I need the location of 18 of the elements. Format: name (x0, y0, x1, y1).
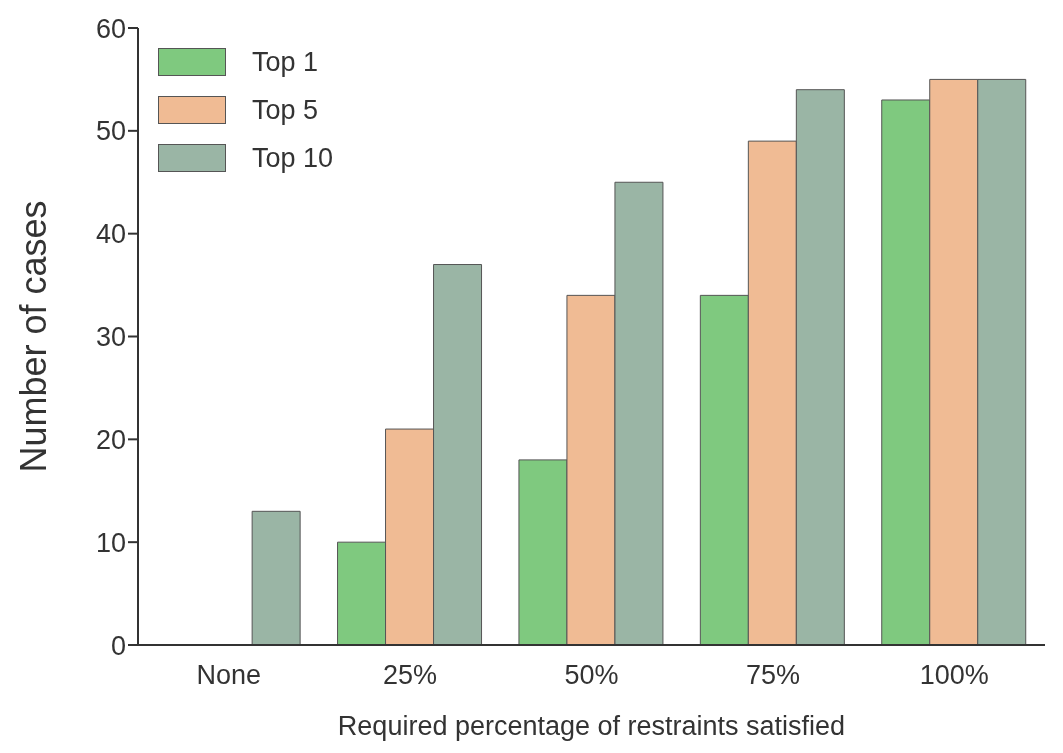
y-tick-label: 60 (95, 13, 126, 44)
y-tick-label: 30 (95, 322, 126, 353)
y-tick-label: 20 (95, 424, 126, 455)
legend-label: Top 10 (252, 142, 334, 174)
y-tick-label: 40 (95, 219, 126, 250)
x-tick-label: None (196, 660, 261, 691)
bar (251, 510, 301, 645)
y-axis-title: Number of cases (12, 200, 54, 473)
x-axis-title: Required percentage of restraints satisfied (337, 711, 846, 741)
y-tick-label: 10 (95, 527, 126, 558)
y-tick-label: 0 (110, 630, 126, 661)
y-tick-label: 50 (95, 116, 126, 147)
x-tick-label: 50% (564, 660, 619, 691)
x-tick-label: 100% (919, 660, 989, 691)
x-tick-label: 75% (745, 660, 800, 691)
legend-label: Top 1 (252, 46, 319, 78)
x-tick-label: 25% (383, 660, 438, 691)
legend-label: Top 5 (252, 94, 319, 126)
